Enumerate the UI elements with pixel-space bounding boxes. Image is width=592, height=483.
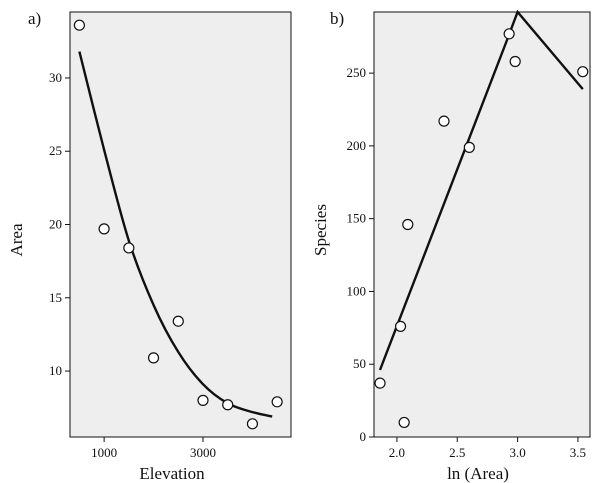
axes-b: 0 50 100 150 200 250 2.0 2.5 3.0 3.5 xyxy=(347,65,587,460)
data-point xyxy=(398,416,410,429)
data-point xyxy=(222,399,234,411)
data-point xyxy=(438,115,450,127)
data-point xyxy=(509,55,521,68)
y-tick-label: 25 xyxy=(49,143,62,158)
data-point xyxy=(271,396,283,408)
data-point xyxy=(394,320,407,332)
data-points-a xyxy=(73,19,283,430)
y-tick-label: 250 xyxy=(347,65,367,80)
data-point xyxy=(402,218,414,231)
data-point xyxy=(147,352,160,364)
y-tick-label: 0 xyxy=(360,429,367,444)
y-tick-label: 30 xyxy=(49,70,62,85)
x-tick-label: 3.5 xyxy=(570,445,586,460)
y-tick-label: 15 xyxy=(49,290,62,305)
data-point xyxy=(197,394,209,406)
fit-curve xyxy=(78,51,273,418)
y-axis-label: Species xyxy=(311,204,330,256)
data-point xyxy=(374,377,386,389)
data-point xyxy=(246,418,259,430)
y-tick-label: 150 xyxy=(347,211,367,226)
x-tick-label: 2.5 xyxy=(449,445,465,460)
x-tick-label: 3.0 xyxy=(509,445,525,460)
data-point xyxy=(73,19,85,31)
panel-a-elevation-vs-area: a) Area Elevation 10 15 20 25 30 1000 3000 xyxy=(7,9,292,483)
panel-label-b: b) xyxy=(330,9,344,28)
y-tick-label: 20 xyxy=(49,217,62,232)
x-tick-label: 1000 xyxy=(91,445,117,460)
axes-a: 10 15 20 25 30 1000 3000 xyxy=(49,70,216,460)
y-axis-label: Area xyxy=(7,223,26,256)
data-point xyxy=(463,141,475,153)
y-tick-label: 10 xyxy=(49,363,62,378)
x-axis-label: ln (Area) xyxy=(447,464,509,483)
data-point xyxy=(172,315,184,327)
panel-b-ln-area-vs-species: b) Species ln (Area) 0 50 100 150 200 250 2.0 2… xyxy=(311,9,591,483)
data-point xyxy=(98,223,110,235)
data-points-b xyxy=(374,28,589,429)
x-axis-label: Elevation xyxy=(139,464,205,483)
x-tick-label: 2.0 xyxy=(389,445,405,460)
y-tick-label: 200 xyxy=(347,138,367,153)
data-point xyxy=(503,28,515,40)
panel-label-a: a) xyxy=(28,9,41,28)
data-point xyxy=(577,66,589,78)
y-tick-label: 100 xyxy=(347,283,367,298)
fit-line xyxy=(378,9,584,371)
data-point xyxy=(123,242,135,254)
y-tick-label: 50 xyxy=(353,356,366,371)
x-tick-label: 3000 xyxy=(190,445,216,460)
